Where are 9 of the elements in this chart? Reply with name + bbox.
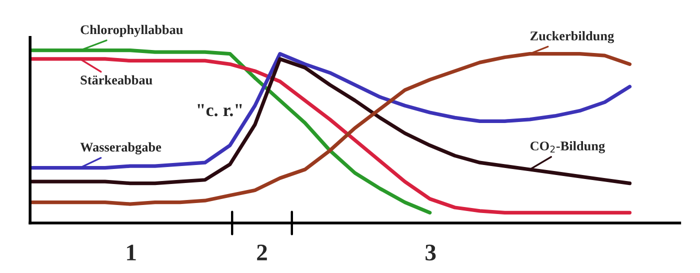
- text: 3: [426, 244, 436, 261]
- text: 2: [257, 244, 267, 260]
- series-label: Chlorophyllabbau: [80, 24, 183, 37]
- series-label: Zuckerbildung: [530, 31, 614, 44]
- annotation: "c. r.": [198, 104, 242, 116]
- series-label: Wasserabgabe: [80, 142, 162, 154]
- series-label: CO$_{2}$-Bildung: [530, 141, 605, 154]
- legend-label: Stärkeabbau: [80, 75, 152, 85]
- text: 1: [127, 244, 136, 260]
